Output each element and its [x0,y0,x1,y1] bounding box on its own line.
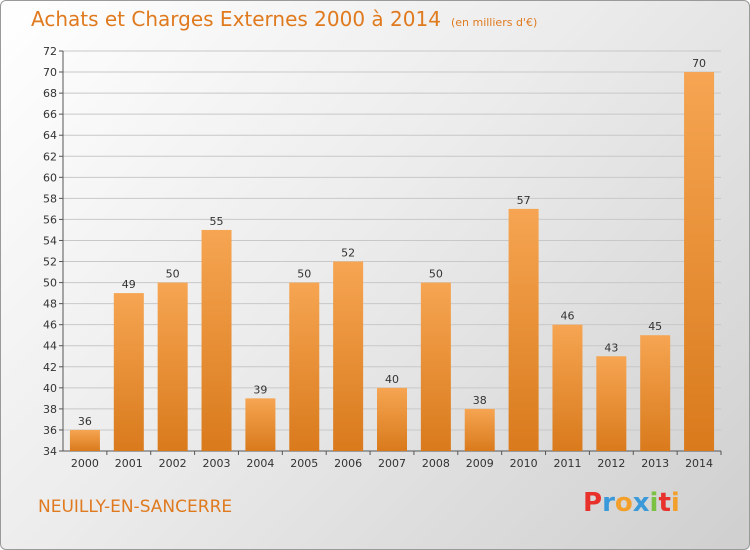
data-label: 70 [692,57,706,70]
x-tick-label: 2006 [334,457,362,470]
data-label: 50 [297,268,311,281]
bar [289,282,320,451]
bar [420,282,451,451]
y-tick-label: 62 [43,150,57,163]
data-label: 36 [78,415,92,428]
chart-title: Achats et Charges Externes 2000 à 2014 (e… [31,7,537,31]
y-tick-label: 72 [43,45,57,58]
x-tick-label: 2011 [553,457,581,470]
bar [552,324,583,451]
y-tick-label: 52 [43,256,57,269]
data-label: 40 [385,373,399,386]
bar [464,408,495,451]
bar [684,72,715,451]
bar [596,356,627,451]
bar [69,429,100,451]
data-label: 57 [517,194,531,207]
data-label: 43 [604,341,618,354]
y-tick-label: 38 [43,403,57,416]
y-tick-label: 66 [43,108,57,121]
data-label: 52 [341,247,355,260]
y-tick-label: 68 [43,87,57,100]
logo-letter: i [670,488,680,518]
y-tick-label: 54 [43,234,57,247]
bar [640,335,671,451]
y-tick-label: 56 [43,213,57,226]
y-tick-label: 44 [43,340,57,353]
x-tick-label: 2007 [378,457,406,470]
logo-letter: r [602,488,615,518]
data-label: 49 [122,278,136,291]
commune-name: NEUILLY-EN-SANCERRE [38,497,233,517]
y-tick-label: 36 [43,424,57,437]
y-tick-label: 42 [43,361,57,374]
x-tick-label: 2003 [203,457,231,470]
proxiti-logo: Proxiti [583,488,680,518]
bar [245,398,276,451]
data-label: 46 [560,310,574,323]
data-label: 55 [210,215,224,228]
data-label: 39 [253,383,267,396]
x-tick-label: 2010 [510,457,538,470]
x-tick-label: 2008 [422,457,450,470]
logo-letter: i [649,488,659,518]
x-tick-label: 2013 [641,457,669,470]
data-label: 50 [429,268,443,281]
data-label: 45 [648,320,662,333]
y-tick-label: 40 [43,382,57,395]
y-tick-label: 58 [43,192,57,205]
x-tick-label: 2004 [246,457,274,470]
bar [508,208,539,451]
logo-letter: P [583,488,603,518]
y-tick-label: 46 [43,319,57,332]
bars [69,72,715,451]
x-tick-label: 2005 [290,457,318,470]
logo-letter: x [632,488,650,518]
bar [201,229,232,451]
y-tick-label: 64 [43,129,57,142]
x-tick-label: 2009 [466,457,494,470]
x-tick-label: 2002 [159,457,187,470]
data-label: 50 [166,268,180,281]
y-tick-label: 34 [43,445,57,458]
bar [113,293,144,451]
data-labels: 36 49 50 55 39 50 52 40 50 38 57 46 43 45 70 [78,57,706,428]
title-text: Achats et Charges Externes 2000 à 2014 [31,7,441,31]
y-tick-label: 48 [43,298,57,311]
x-tick-label: 2014 [685,457,713,470]
y-tick-label: 60 [43,171,57,184]
title-unit: (en milliers d'€) [450,16,538,29]
logo-letter: t [658,488,671,518]
bar [333,261,364,451]
x-tick-label: 2001 [115,457,143,470]
x-tick-label: 2000 [71,457,99,470]
y-tick-label: 50 [43,277,57,290]
bar [377,387,407,451]
bar [157,282,188,451]
x-tick-label: 2012 [597,457,625,470]
y-tick-label: 70 [43,66,57,79]
logo-letter: o [614,488,633,518]
data-label: 38 [473,394,487,407]
